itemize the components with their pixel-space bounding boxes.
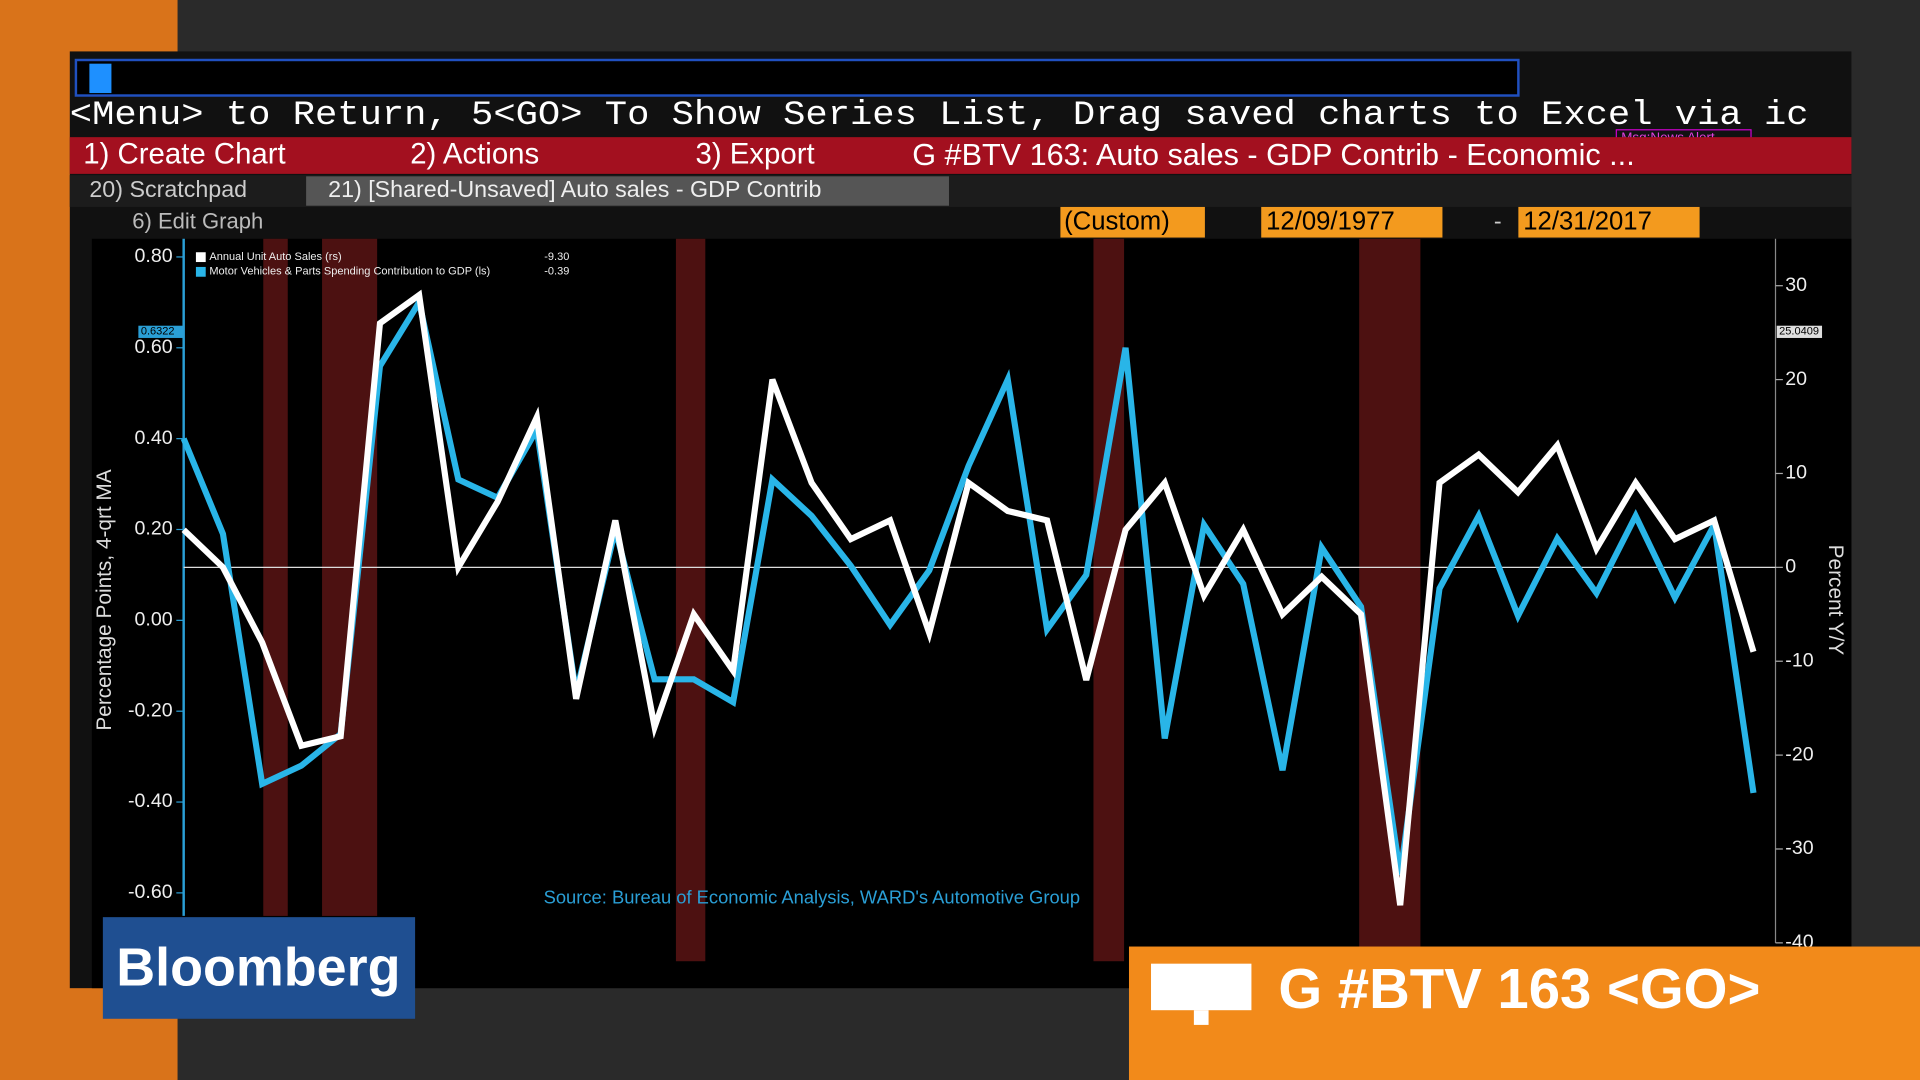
legend-value: -9.30 — [544, 251, 569, 263]
y2-axis-title: Percent Y/Y — [1824, 545, 1847, 656]
legend-swatch — [195, 266, 206, 277]
end-date-box[interactable] — [1518, 206, 1700, 238]
legend-swatch — [195, 252, 206, 263]
y2-tick-label: 20 — [1785, 368, 1807, 390]
y-tick-label: -0.40 — [128, 790, 173, 812]
banner-text: G #BTV 163 <GO> — [1278, 957, 1760, 1020]
legend-entry: Annual Unit Auto Sales (rs) — [209, 251, 341, 263]
last-value: 25.0409 — [1779, 326, 1819, 338]
recession-band — [1359, 238, 1421, 962]
y-tick-label: 0.00 — [135, 609, 173, 631]
terminal-icon — [1151, 963, 1252, 1011]
series-line — [180, 294, 1757, 876]
plot: 0.80 0.60 0.40 0.20 0.00 -0.20 -0.40 -0.60 30 20 1… — [128, 245, 1823, 953]
tab[interactable]: 21) [Shared-Unsaved] Auto sales - GDP Co… — [328, 176, 821, 202]
start-date[interactable]: 12/09/1977 — [1266, 208, 1395, 236]
end-date[interactable]: 12/31/2017 — [1523, 208, 1652, 236]
start-date-box[interactable] — [1261, 206, 1443, 238]
source-note: Source: Bureau of Economic Analysis, WAR… — [544, 887, 1081, 908]
y-tick-label: 0.60 — [135, 336, 173, 358]
last-value-box — [138, 325, 184, 338]
last-value: 0.6322 — [141, 326, 175, 338]
cursor — [89, 63, 112, 94]
y-tick-label: 0.20 — [135, 518, 173, 540]
recession-band — [263, 238, 288, 916]
tab[interactable]: 20) Scratchpad — [89, 176, 247, 202]
separator: - — [1494, 208, 1502, 234]
y2-tick-label: 10 — [1785, 462, 1807, 484]
recession-band — [675, 238, 706, 962]
banner — [1128, 946, 1920, 1080]
command-line: <Menu> to Return, 5<GO> To Show Series L… — [70, 96, 1809, 135]
last-value-box — [1776, 325, 1823, 338]
menu-item[interactable]: 3) Export — [696, 137, 815, 170]
plot-background — [91, 238, 1852, 989]
range-mode-box[interactable] — [1060, 206, 1205, 238]
y-tick-label: -0.60 — [128, 881, 173, 903]
edit-graph[interactable]: 6) Edit Graph — [132, 209, 263, 234]
menu-item[interactable]: 1) Create Chart — [83, 137, 285, 170]
y2-tick-label: 30 — [1785, 274, 1807, 296]
legend-value: -0.39 — [544, 266, 569, 278]
y-tick-label: 0.40 — [135, 427, 173, 449]
y-tick-label: 0.80 — [135, 245, 173, 267]
y2-tick-label: -10 — [1785, 649, 1813, 671]
series-line — [181, 289, 1757, 906]
y-axis-title: Percentage Points, 4-qrt MA — [93, 469, 116, 730]
y2-tick-label: -30 — [1785, 837, 1813, 859]
y2-tick-label: -20 — [1785, 743, 1813, 765]
y2-tick-label: 0 — [1785, 556, 1796, 578]
range-mode[interactable]: (Custom) — [1064, 208, 1170, 236]
menu-bar — [69, 137, 1852, 174]
brand-box — [102, 917, 416, 1019]
active-tab[interactable] — [306, 176, 949, 206]
terminal-icon-stand — [1193, 1010, 1209, 1025]
legend-entry: Motor Vehicles & Parts Spending Contribu… — [209, 266, 490, 278]
menu-title: G #BTV 163: Auto sales - GDP Contrib - E… — [912, 138, 1634, 172]
menu-item[interactable]: 2) Actions — [410, 137, 539, 170]
recession-shading — [263, 238, 1421, 962]
brand: Bloomberg — [116, 937, 400, 997]
y-tick-label: -0.20 — [128, 699, 173, 721]
command-input[interactable] — [74, 58, 1520, 97]
recession-band — [322, 238, 378, 916]
